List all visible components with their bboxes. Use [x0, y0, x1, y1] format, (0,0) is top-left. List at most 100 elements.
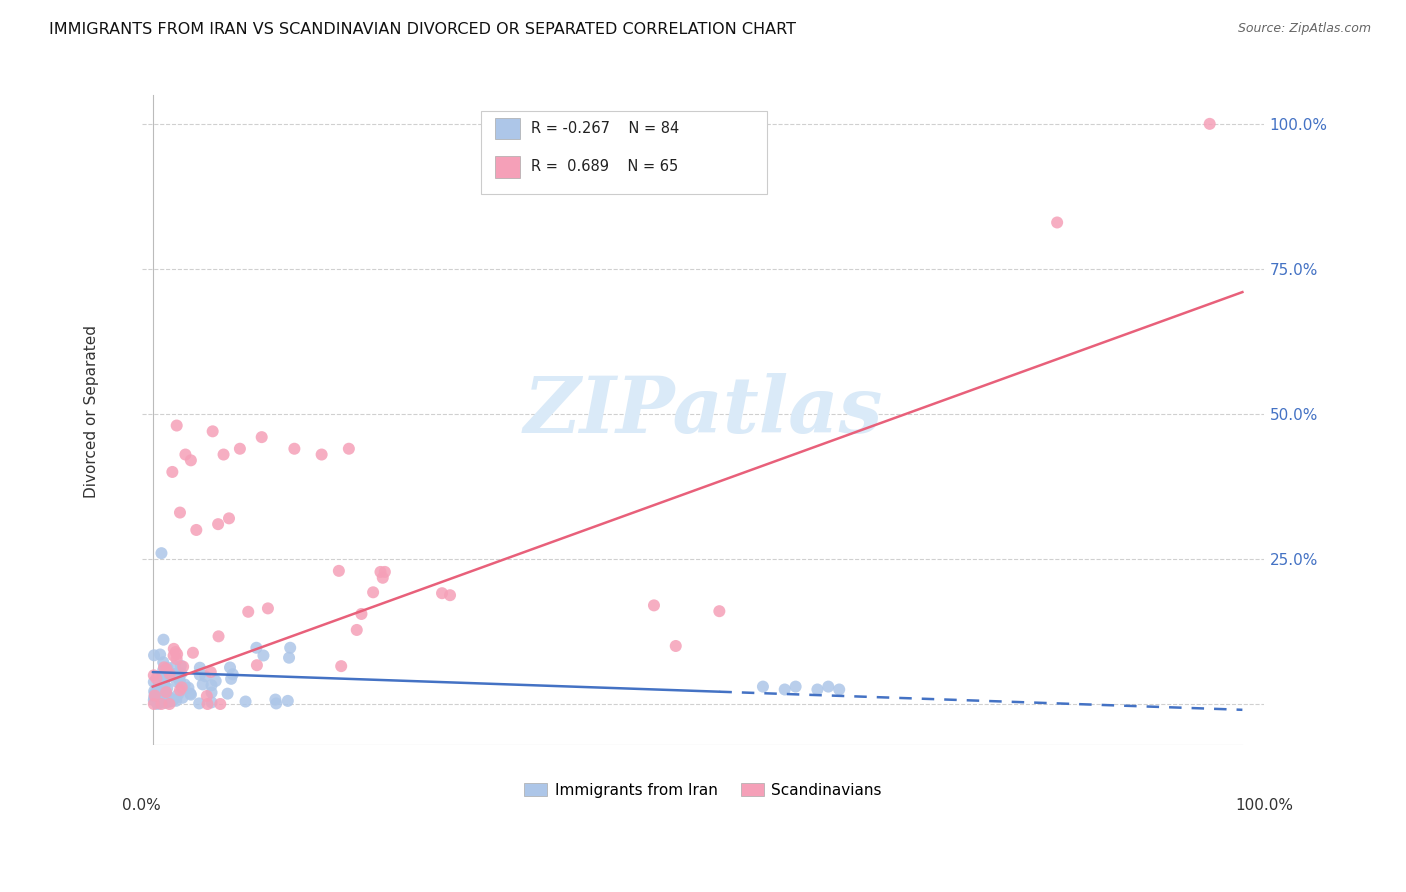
- Point: [200, 665, 222, 679]
- Point: [235, 694, 257, 708]
- Point: [186, 523, 208, 537]
- Point: [148, 692, 170, 706]
- Point: [155, 696, 177, 710]
- Point: [201, 425, 224, 439]
- Point: [155, 685, 177, 699]
- Point: [278, 650, 301, 665]
- Point: [188, 668, 211, 682]
- Point: [150, 546, 173, 560]
- Point: [374, 565, 396, 579]
- Point: [143, 648, 166, 663]
- Point: [180, 453, 202, 467]
- Point: [155, 671, 177, 685]
- Point: [162, 465, 184, 479]
- Point: [188, 697, 211, 711]
- Point: [665, 639, 688, 653]
- Text: R =  0.689    N = 65: R = 0.689 N = 65: [531, 160, 679, 174]
- Point: [173, 677, 195, 691]
- Point: [197, 697, 219, 711]
- Point: [188, 661, 211, 675]
- Point: [174, 448, 197, 462]
- Point: [370, 565, 392, 579]
- Point: [159, 694, 181, 708]
- Point: [218, 511, 240, 525]
- Point: [150, 697, 173, 711]
- Point: [200, 695, 222, 709]
- Point: [229, 442, 252, 456]
- FancyBboxPatch shape: [495, 156, 520, 178]
- Point: [167, 688, 190, 702]
- Point: [817, 680, 839, 694]
- Point: [162, 648, 184, 663]
- Point: [142, 675, 165, 690]
- Point: [156, 681, 179, 695]
- Point: [159, 697, 181, 711]
- Point: [155, 662, 177, 676]
- Legend: Immigrants from Iran, Scandinavians: Immigrants from Iran, Scandinavians: [519, 776, 887, 804]
- Point: [142, 697, 165, 711]
- Point: [264, 697, 287, 711]
- Point: [150, 686, 173, 700]
- Point: [219, 672, 242, 686]
- Point: [142, 668, 165, 682]
- Point: [250, 430, 273, 444]
- Point: [172, 659, 194, 673]
- Point: [195, 689, 218, 703]
- Point: [150, 669, 173, 683]
- Point: [169, 674, 191, 689]
- Text: ZIPatlas: ZIPatlas: [523, 373, 883, 450]
- FancyBboxPatch shape: [495, 118, 520, 139]
- Point: [153, 694, 176, 708]
- Point: [166, 418, 188, 433]
- Point: [157, 695, 180, 709]
- Point: [219, 660, 242, 674]
- Point: [165, 694, 187, 708]
- Point: [283, 442, 305, 456]
- Point: [330, 659, 353, 673]
- Point: [152, 632, 174, 647]
- Point: [146, 691, 169, 706]
- Point: [142, 693, 165, 707]
- Point: [346, 623, 368, 637]
- Point: [150, 683, 173, 698]
- Point: [146, 696, 169, 710]
- Point: [152, 691, 174, 706]
- FancyBboxPatch shape: [481, 111, 768, 194]
- Point: [172, 690, 194, 705]
- Point: [245, 640, 267, 655]
- Point: [165, 645, 187, 659]
- Point: [217, 687, 239, 701]
- Text: 100.0%: 100.0%: [1236, 798, 1294, 813]
- Point: [143, 689, 166, 703]
- Point: [148, 696, 170, 710]
- Point: [163, 692, 186, 706]
- Point: [212, 448, 235, 462]
- Point: [146, 697, 169, 711]
- Point: [773, 682, 796, 697]
- Point: [1198, 117, 1220, 131]
- Text: 0.0%: 0.0%: [122, 798, 162, 813]
- Point: [328, 564, 350, 578]
- Point: [337, 442, 360, 456]
- Point: [163, 641, 186, 656]
- Point: [179, 687, 201, 701]
- Point: [153, 686, 176, 700]
- Point: [155, 669, 177, 683]
- Point: [162, 694, 184, 708]
- Point: [191, 677, 214, 691]
- Text: R = -0.267    N = 84: R = -0.267 N = 84: [531, 121, 679, 136]
- Text: Divorced or Separated: Divorced or Separated: [84, 325, 98, 498]
- Point: [828, 682, 851, 697]
- Point: [156, 660, 179, 674]
- Point: [153, 678, 176, 692]
- Point: [156, 665, 179, 679]
- Point: [181, 646, 204, 660]
- Point: [159, 666, 181, 681]
- Point: [194, 669, 217, 683]
- Point: [166, 652, 188, 666]
- Point: [246, 658, 269, 673]
- Text: Source: ZipAtlas.com: Source: ZipAtlas.com: [1237, 22, 1371, 36]
- Point: [785, 680, 807, 694]
- Point: [145, 683, 167, 698]
- Point: [752, 680, 775, 694]
